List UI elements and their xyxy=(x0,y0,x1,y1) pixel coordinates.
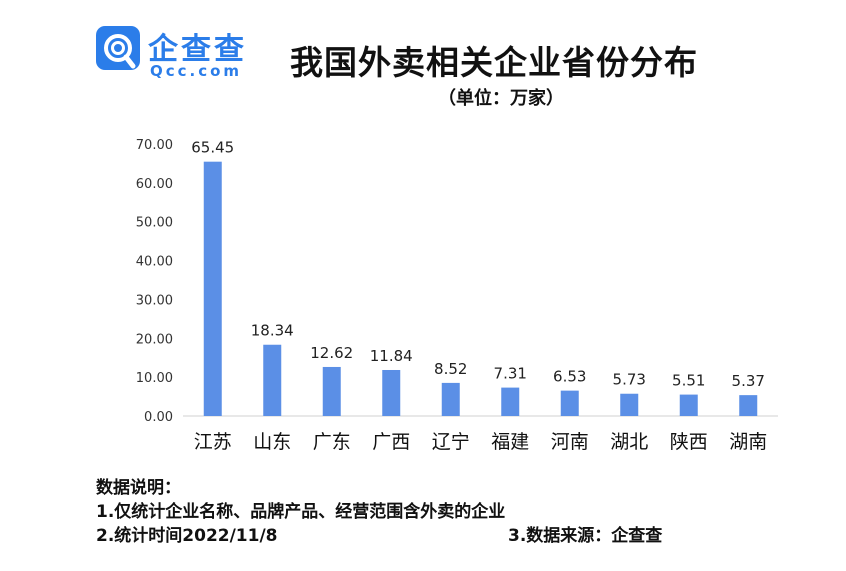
chart-unit: （单位：万家） xyxy=(438,88,564,109)
bar xyxy=(501,387,520,416)
brand-domain: Qcc.com xyxy=(150,62,243,80)
y-tick-label: 20.00 xyxy=(136,332,173,347)
notes-source: 3.数据来源：企查查 xyxy=(508,526,663,546)
y-tick-label: 70.00 xyxy=(136,138,173,153)
data-label: 7.31 xyxy=(494,365,527,383)
y-tick-label: 30.00 xyxy=(136,293,173,308)
data-label: 5.51 xyxy=(672,372,705,390)
x-tick-label: 河南 xyxy=(551,431,589,453)
x-tick-label: 广西 xyxy=(372,431,410,453)
bar xyxy=(322,366,341,416)
y-tick-label: 60.00 xyxy=(136,177,173,192)
data-label: 8.52 xyxy=(434,360,467,378)
bar xyxy=(441,382,460,416)
bar xyxy=(263,344,282,416)
data-label: 5.73 xyxy=(613,371,646,389)
x-tick-label: 湖南 xyxy=(729,431,767,453)
bar xyxy=(560,390,579,416)
data-label: 65.45 xyxy=(191,139,234,157)
y-tick-label: 40.00 xyxy=(136,255,173,270)
x-tick-label: 湖北 xyxy=(610,431,648,453)
y-tick-label: 0.00 xyxy=(144,410,173,425)
data-label: 11.84 xyxy=(370,347,413,365)
y-tick-label: 50.00 xyxy=(136,216,173,231)
qcc-logo-icon xyxy=(96,26,140,70)
x-tick-label: 山东 xyxy=(253,431,291,453)
bar xyxy=(739,395,758,416)
data-label: 18.34 xyxy=(251,322,294,340)
notes-line-2: 2.统计时间2022/11/8 xyxy=(96,526,278,546)
data-label: 6.53 xyxy=(553,368,586,386)
chart-title: 我国外卖相关企业省份分布 xyxy=(290,43,698,82)
brand-name: 企查查 xyxy=(148,32,247,67)
data-notes: 数据说明： 1.仅统计企业名称、品牌产品、经营范围含外卖的企业 2.统计时间20… xyxy=(96,476,662,548)
x-tick-label: 辽宁 xyxy=(432,431,470,453)
bar xyxy=(679,394,698,416)
bar xyxy=(620,393,639,416)
x-tick-label: 陕西 xyxy=(670,431,708,453)
x-tick-label: 广东 xyxy=(313,431,351,453)
data-label: 12.62 xyxy=(310,344,353,362)
data-label: 5.37 xyxy=(732,372,765,390)
y-tick-label: 10.00 xyxy=(136,371,173,386)
x-tick-label: 江苏 xyxy=(194,431,232,453)
notes-heading: 数据说明： xyxy=(96,478,181,498)
bar xyxy=(203,161,222,416)
bar xyxy=(382,369,401,416)
notes-line-1: 1.仅统计企业名称、品牌产品、经营范围含外卖的企业 xyxy=(96,502,506,522)
x-tick-label: 福建 xyxy=(491,431,529,453)
